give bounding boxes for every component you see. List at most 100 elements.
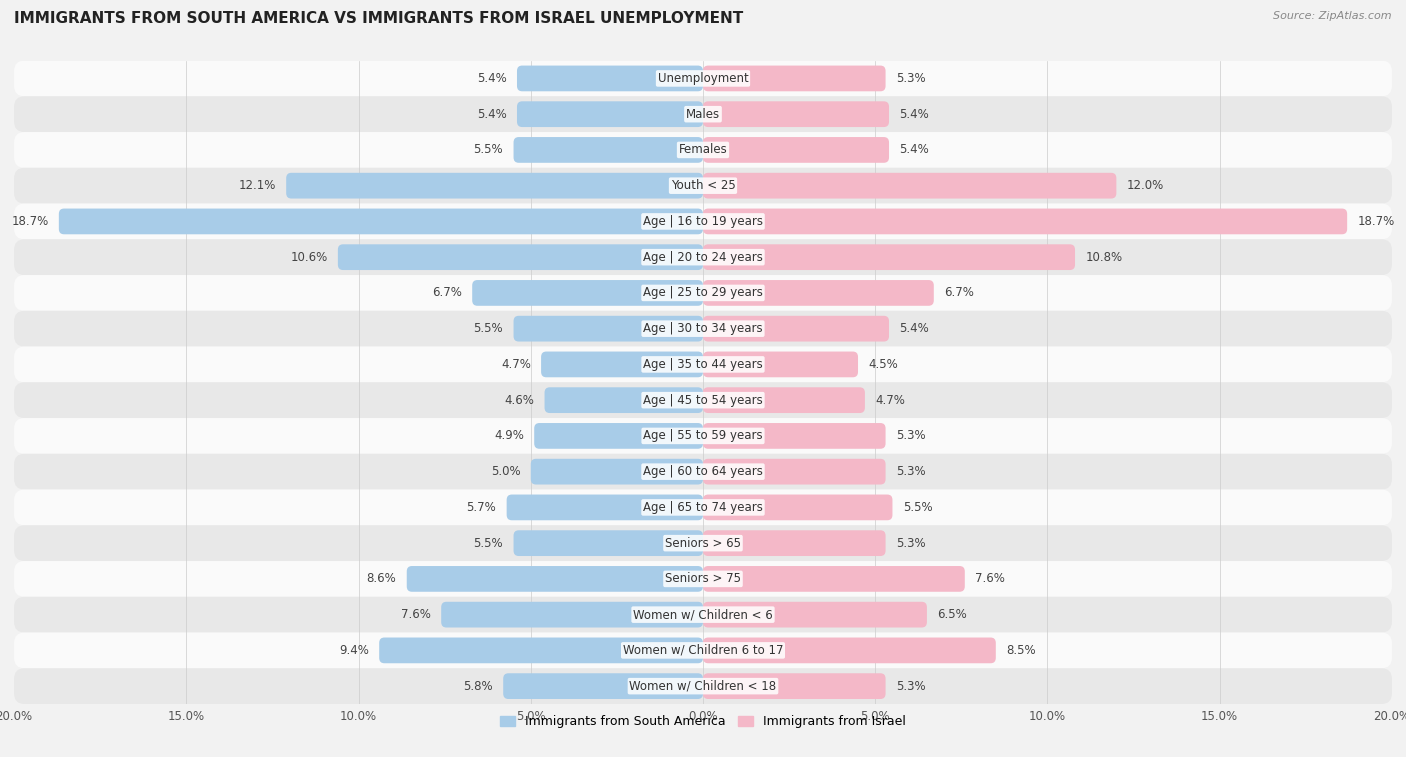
FancyBboxPatch shape xyxy=(703,637,995,663)
Text: 8.5%: 8.5% xyxy=(1007,644,1036,657)
FancyBboxPatch shape xyxy=(703,602,927,628)
Text: Women w/ Children < 6: Women w/ Children < 6 xyxy=(633,608,773,621)
FancyBboxPatch shape xyxy=(703,66,886,92)
Text: 5.4%: 5.4% xyxy=(900,322,929,335)
Text: Source: ZipAtlas.com: Source: ZipAtlas.com xyxy=(1274,11,1392,21)
FancyBboxPatch shape xyxy=(59,208,703,235)
FancyBboxPatch shape xyxy=(14,490,1392,525)
FancyBboxPatch shape xyxy=(14,275,1392,311)
Text: Unemployment: Unemployment xyxy=(658,72,748,85)
Text: 5.3%: 5.3% xyxy=(896,680,925,693)
Text: 5.5%: 5.5% xyxy=(474,537,503,550)
FancyBboxPatch shape xyxy=(703,101,889,127)
Text: 5.3%: 5.3% xyxy=(896,537,925,550)
FancyBboxPatch shape xyxy=(703,531,886,556)
FancyBboxPatch shape xyxy=(703,388,865,413)
FancyBboxPatch shape xyxy=(441,602,703,628)
Text: 12.1%: 12.1% xyxy=(239,179,276,192)
Text: 6.7%: 6.7% xyxy=(432,286,461,300)
FancyBboxPatch shape xyxy=(337,245,703,270)
FancyBboxPatch shape xyxy=(14,453,1392,490)
FancyBboxPatch shape xyxy=(703,351,858,377)
Text: Age | 20 to 24 years: Age | 20 to 24 years xyxy=(643,251,763,263)
Text: Males: Males xyxy=(686,107,720,120)
FancyBboxPatch shape xyxy=(703,494,893,520)
FancyBboxPatch shape xyxy=(14,418,1392,453)
Text: Youth < 25: Youth < 25 xyxy=(671,179,735,192)
FancyBboxPatch shape xyxy=(513,137,703,163)
FancyBboxPatch shape xyxy=(14,633,1392,668)
FancyBboxPatch shape xyxy=(14,239,1392,275)
FancyBboxPatch shape xyxy=(703,673,886,699)
FancyBboxPatch shape xyxy=(472,280,703,306)
Legend: Immigrants from South America, Immigrants from Israel: Immigrants from South America, Immigrant… xyxy=(495,710,911,733)
FancyBboxPatch shape xyxy=(14,347,1392,382)
Text: Age | 35 to 44 years: Age | 35 to 44 years xyxy=(643,358,763,371)
FancyBboxPatch shape xyxy=(406,566,703,592)
Text: 6.5%: 6.5% xyxy=(938,608,967,621)
FancyBboxPatch shape xyxy=(703,316,889,341)
FancyBboxPatch shape xyxy=(14,382,1392,418)
FancyBboxPatch shape xyxy=(14,132,1392,168)
FancyBboxPatch shape xyxy=(703,566,965,592)
FancyBboxPatch shape xyxy=(14,525,1392,561)
FancyBboxPatch shape xyxy=(703,173,1116,198)
Text: Women w/ Children 6 to 17: Women w/ Children 6 to 17 xyxy=(623,644,783,657)
FancyBboxPatch shape xyxy=(14,204,1392,239)
FancyBboxPatch shape xyxy=(544,388,703,413)
Text: 5.7%: 5.7% xyxy=(467,501,496,514)
FancyBboxPatch shape xyxy=(506,494,703,520)
FancyBboxPatch shape xyxy=(513,316,703,341)
Text: IMMIGRANTS FROM SOUTH AMERICA VS IMMIGRANTS FROM ISRAEL UNEMPLOYMENT: IMMIGRANTS FROM SOUTH AMERICA VS IMMIGRA… xyxy=(14,11,744,26)
Text: 5.4%: 5.4% xyxy=(900,107,929,120)
Text: 5.3%: 5.3% xyxy=(896,465,925,478)
Text: 6.7%: 6.7% xyxy=(945,286,974,300)
Text: Age | 65 to 74 years: Age | 65 to 74 years xyxy=(643,501,763,514)
Text: 5.5%: 5.5% xyxy=(903,501,932,514)
FancyBboxPatch shape xyxy=(703,208,1347,235)
FancyBboxPatch shape xyxy=(531,459,703,484)
FancyBboxPatch shape xyxy=(503,673,703,699)
FancyBboxPatch shape xyxy=(14,168,1392,204)
Text: Age | 16 to 19 years: Age | 16 to 19 years xyxy=(643,215,763,228)
Text: Age | 55 to 59 years: Age | 55 to 59 years xyxy=(643,429,763,442)
FancyBboxPatch shape xyxy=(517,66,703,92)
Text: 5.8%: 5.8% xyxy=(463,680,494,693)
Text: 9.4%: 9.4% xyxy=(339,644,368,657)
FancyBboxPatch shape xyxy=(14,561,1392,597)
Text: 5.5%: 5.5% xyxy=(474,322,503,335)
FancyBboxPatch shape xyxy=(513,531,703,556)
Text: Females: Females xyxy=(679,143,727,157)
Text: 5.5%: 5.5% xyxy=(474,143,503,157)
Text: 5.4%: 5.4% xyxy=(477,72,506,85)
Text: 12.0%: 12.0% xyxy=(1126,179,1164,192)
Text: 5.3%: 5.3% xyxy=(896,429,925,442)
FancyBboxPatch shape xyxy=(14,668,1392,704)
FancyBboxPatch shape xyxy=(541,351,703,377)
Text: 18.7%: 18.7% xyxy=(1358,215,1395,228)
Text: 5.3%: 5.3% xyxy=(896,72,925,85)
FancyBboxPatch shape xyxy=(380,637,703,663)
Text: Women w/ Children < 18: Women w/ Children < 18 xyxy=(630,680,776,693)
Text: 18.7%: 18.7% xyxy=(11,215,48,228)
FancyBboxPatch shape xyxy=(14,61,1392,96)
Text: 7.6%: 7.6% xyxy=(976,572,1005,585)
Text: 4.6%: 4.6% xyxy=(505,394,534,407)
Text: 4.9%: 4.9% xyxy=(494,429,524,442)
FancyBboxPatch shape xyxy=(703,459,886,484)
Text: Age | 30 to 34 years: Age | 30 to 34 years xyxy=(643,322,763,335)
Text: 5.4%: 5.4% xyxy=(900,143,929,157)
Text: Age | 45 to 54 years: Age | 45 to 54 years xyxy=(643,394,763,407)
FancyBboxPatch shape xyxy=(517,101,703,127)
Text: 10.8%: 10.8% xyxy=(1085,251,1122,263)
FancyBboxPatch shape xyxy=(703,423,886,449)
FancyBboxPatch shape xyxy=(703,245,1076,270)
Text: Seniors > 75: Seniors > 75 xyxy=(665,572,741,585)
Text: 5.0%: 5.0% xyxy=(491,465,520,478)
Text: 8.6%: 8.6% xyxy=(367,572,396,585)
FancyBboxPatch shape xyxy=(14,96,1392,132)
Text: 7.6%: 7.6% xyxy=(401,608,430,621)
FancyBboxPatch shape xyxy=(534,423,703,449)
Text: Age | 25 to 29 years: Age | 25 to 29 years xyxy=(643,286,763,300)
Text: 5.4%: 5.4% xyxy=(477,107,506,120)
